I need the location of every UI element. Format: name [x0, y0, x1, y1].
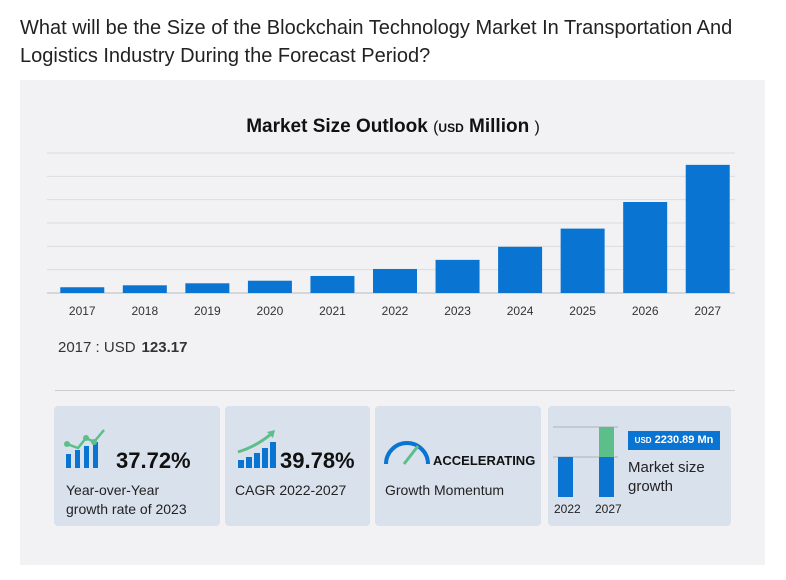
yoy-card: 37.72% Year-over-Year growth rate of 2023 [54, 406, 220, 526]
speedometer-icon [384, 441, 430, 465]
momentum-value: ACCELERATING [433, 453, 536, 468]
year-2022: 2022 [554, 502, 581, 516]
bar-2018 [122, 285, 167, 293]
note-value: 123.17 [141, 339, 188, 356]
x-tick-label: 2019 [194, 304, 221, 318]
market-growth-card: 2022 2027 USD 2230.89 Mn Market size grow… [548, 406, 731, 526]
label-line: growth [628, 478, 674, 495]
x-tick-label: 2018 [131, 304, 158, 318]
chart-title-unit: USD [438, 121, 464, 135]
x-tick-label: 2020 [257, 304, 284, 318]
x-tick-label: 2025 [569, 304, 596, 318]
yoy-label: Year-over-Year growth rate of 2023 [66, 481, 187, 519]
x-tick-label: 2022 [382, 304, 409, 318]
note-label: 2017 : USD [58, 339, 136, 356]
bar-2022 [373, 268, 417, 293]
bar-2024 [498, 246, 543, 293]
bar-growth [599, 427, 614, 457]
x-tick-label: 2021 [319, 304, 346, 318]
chart-title-main: Market Size Outlook [246, 116, 428, 137]
bar-2025 [560, 228, 605, 293]
bar-2017 [60, 287, 105, 293]
growth-label: Market size growth [628, 458, 705, 496]
bar-2026 [623, 202, 668, 293]
year-2027: 2027 [595, 502, 622, 516]
x-tick-label: 2026 [632, 304, 659, 318]
divider [55, 390, 735, 391]
cagr-growth-icon [237, 430, 276, 468]
x-tick-label: 2017 [69, 304, 96, 318]
cagr-label: CAGR 2022-2027 [235, 482, 347, 498]
page-heading: What will be the Size of the Blockchain … [20, 17, 733, 67]
bar-2020 [247, 280, 292, 293]
chart-title-unit2: Million [469, 116, 530, 137]
label-line: growth rate of 2023 [66, 501, 187, 517]
growth-badge: USD 2230.89 Mn [628, 431, 720, 450]
bar-growth-icon [64, 429, 105, 468]
cagr-card: 39.78% CAGR 2022-2027 [225, 406, 370, 526]
chart-title: Market Size Outlook (USD Million ) [0, 116, 786, 138]
yoy-value: 37.72% [116, 448, 191, 473]
bar-2021 [310, 275, 355, 293]
x-tick-label: 2027 [694, 304, 721, 318]
momentum-card: ACCELERATING Growth Momentum [375, 406, 541, 526]
badge-unit: USD [634, 436, 652, 445]
badge-value: 2230.89 Mn [654, 434, 714, 446]
bar-2022 [558, 457, 573, 497]
label-line: Market size [628, 459, 705, 476]
bar-2019 [185, 283, 230, 293]
paren: ) [534, 119, 540, 136]
label-line: Year-over-Year [66, 482, 160, 498]
paren: ( [433, 119, 439, 136]
bar-2027 [685, 164, 730, 293]
base-year-note: 2017 : USD 123.17 [58, 339, 187, 356]
bar-2023 [435, 259, 480, 293]
x-tick-label: 2024 [507, 304, 534, 318]
momentum-label: Growth Momentum [385, 482, 505, 498]
bar-chart: 2017 2018 2019 2020 2021 2022 2023 2024 2025 2026… [47, 152, 735, 318]
cagr-value: 39.78% [280, 448, 355, 473]
x-tick-label: 2023 [444, 304, 471, 318]
bar-2027 [599, 457, 614, 497]
growth-mini-chart [553, 426, 618, 497]
